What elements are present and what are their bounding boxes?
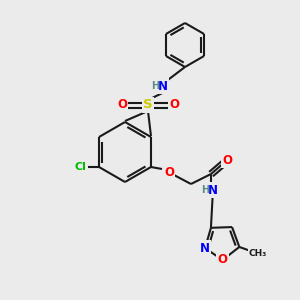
Text: O: O — [117, 98, 127, 112]
Text: S: S — [143, 98, 153, 112]
Text: Cl: Cl — [74, 162, 86, 172]
Text: N: N — [208, 184, 218, 196]
Text: O: O — [222, 154, 232, 166]
Text: N: N — [200, 242, 210, 255]
Text: N: N — [158, 80, 167, 92]
Text: O: O — [169, 98, 179, 112]
Text: O: O — [164, 166, 174, 178]
Text: CH₃: CH₃ — [249, 249, 267, 258]
Text: O: O — [218, 254, 228, 266]
Text: H: H — [201, 185, 209, 195]
Text: H: H — [152, 81, 160, 91]
